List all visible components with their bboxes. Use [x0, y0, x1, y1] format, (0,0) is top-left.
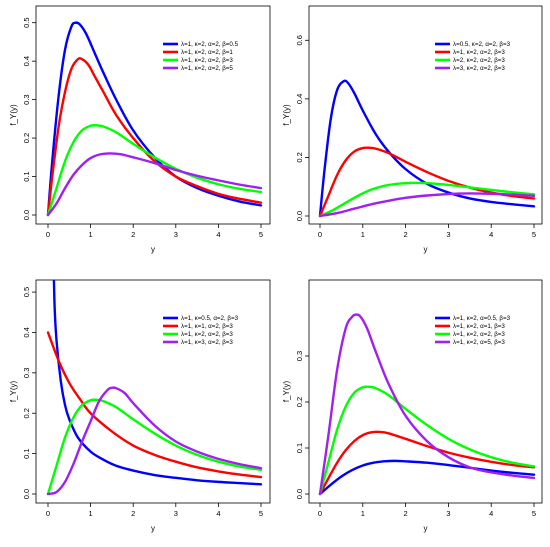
y-tick-label: 0.2 — [22, 408, 31, 418]
legend-label: λ=1, κ=3, α=2, β=3 — [181, 339, 233, 346]
series-line-2 — [318, 146, 536, 218]
plot-frame — [35, 279, 271, 504]
x-tick-label: 0 — [46, 230, 50, 239]
y-tick-label: 0.4 — [22, 327, 31, 337]
y-tick-label: 0.0 — [22, 489, 31, 499]
plot-frame — [35, 5, 271, 225]
legend-label: λ=2, κ=2, α=2, β=3 — [453, 57, 505, 64]
x-tick-label: 5 — [532, 509, 536, 518]
y-tick-label: 0.4 — [295, 94, 304, 104]
x-tick-label: 4 — [489, 230, 493, 239]
legend-label: λ=1, κ=2, α=2, β=5 — [181, 65, 233, 72]
x-tick-label: 3 — [446, 509, 450, 518]
x-tick-label: 0 — [318, 230, 322, 239]
x-tick-label: 0 — [46, 509, 50, 518]
series-line-4 — [318, 313, 536, 496]
series-line-4 — [46, 386, 263, 496]
plot-frame — [308, 279, 543, 504]
legend-label: λ=1, κ=2, α=2, β=0.5 — [181, 41, 239, 48]
series-line-1 — [318, 79, 536, 218]
series-line-4 — [46, 152, 263, 217]
y-tick-label: 0.1 — [22, 171, 31, 181]
panel-3: 0 1 2 3 4 5 y 0.0 0.1 0.2 0.3 0.4 0.5 f_Y(y) λ=1, κ=0.… — [9, 279, 271, 533]
y-tick-label: 0.2 — [295, 397, 304, 407]
x-tick-label: 1 — [361, 509, 365, 518]
legend-label: λ=1, κ=2, α=2, β=1 — [181, 49, 233, 56]
legend-label: λ=1, κ=2, α=1, β=3 — [453, 323, 505, 330]
y-tick-label: 0.5 — [22, 287, 31, 297]
x-tick-label: 5 — [259, 230, 263, 239]
legend-label: λ=1, κ=1, α=2, β=3 — [181, 323, 233, 330]
legend-label: λ=1, κ=2, α=2, β=3 — [181, 331, 233, 338]
x-tick-label: 4 — [489, 509, 493, 518]
x-axis-title: y — [151, 524, 155, 533]
plot-frame — [308, 5, 543, 225]
x-tick-label: 4 — [216, 509, 220, 518]
legend: λ=1, κ=2, α=2, β=0.5λ=1, κ=2, α=2, β=1λ=… — [163, 41, 239, 72]
legend-label: λ=1, κ=2, α=5, β=3 — [453, 339, 505, 346]
x-axis-title: y — [424, 245, 428, 254]
series-line-3 — [46, 398, 263, 496]
y-tick-label: 0.2 — [22, 133, 31, 143]
x-axis-title: y — [151, 245, 155, 254]
x-tick-label: 2 — [131, 230, 135, 239]
legend: λ=0.5, κ=2, α=2, β=3λ=1, κ=2, α=2, β=3λ=… — [435, 41, 511, 72]
panel-4: 0 1 2 3 4 5 y 0.0 0.1 0.2 0.3 f_Y(y) λ=1, κ=2, α=0.5… — [282, 279, 543, 533]
y-axis-title: f_Y(y) — [282, 381, 291, 403]
x-tick-label: 5 — [532, 230, 536, 239]
y-tick-label: 0.5 — [22, 17, 31, 27]
y-axis-title: f_Y(y) — [9, 104, 18, 126]
legend: λ=1, κ=2, α=0.5, β=3λ=1, κ=2, α=1, β=3λ=… — [435, 315, 511, 346]
y-tick-label: 0.1 — [295, 443, 304, 453]
y-tick-label: 0.3 — [22, 94, 31, 104]
legend-label: λ=0.5, κ=2, α=2, β=3 — [453, 41, 511, 48]
y-axis-title: f_Y(y) — [9, 381, 18, 403]
y-tick-label: 0.0 — [295, 489, 304, 499]
y-tick-label: 0.0 — [295, 211, 304, 221]
y-tick-label: 0.6 — [295, 35, 304, 45]
x-tick-label: 5 — [259, 509, 263, 518]
x-tick-label: 3 — [174, 230, 178, 239]
series-line-1 — [318, 459, 536, 496]
y-tick-label: 0.3 — [295, 351, 304, 361]
x-tick-label: 0 — [318, 509, 322, 518]
series-line-3 — [318, 385, 536, 496]
y-tick-label: 0.2 — [295, 152, 304, 162]
legend-label: λ=1, κ=2, α=0.5, β=3 — [453, 315, 511, 322]
legend-label: λ=1, κ=2, α=2, β=3 — [453, 49, 505, 56]
y-tick-label: 0.4 — [22, 56, 31, 66]
x-tick-label: 3 — [446, 230, 450, 239]
series-line-3 — [46, 124, 263, 217]
y-tick-label: 0.3 — [22, 368, 31, 378]
panel-1: 0 1 2 3 4 5 y 0.0 0.1 0.2 0.3 0.4 0.5 f_Y(y) λ=1, κ=2,… — [9, 5, 271, 254]
series-line-2 — [46, 57, 263, 217]
x-tick-label: 1 — [361, 230, 365, 239]
x-tick-label: 4 — [216, 230, 220, 239]
y-tick-label: 0.1 — [22, 448, 31, 458]
legend-label: λ=1, κ=0.5, α=2, β=3 — [181, 315, 239, 322]
panel-2: 0 1 2 3 4 5 y 0.0 0.2 0.4 0.6 f_Y(y) λ=0.5, κ=2, α=2… — [282, 5, 543, 254]
series-line-2 — [318, 430, 536, 496]
x-tick-label: 2 — [131, 509, 135, 518]
x-tick-label: 2 — [404, 230, 408, 239]
x-tick-label: 3 — [174, 509, 178, 518]
legend-label: λ=3, κ=2, α=2, β=3 — [453, 65, 505, 72]
series-line-3 — [318, 181, 536, 218]
y-axis-title: f_Y(y) — [282, 104, 291, 126]
y-tick-label: 0.0 — [22, 210, 31, 220]
series-line-1 — [46, 21, 263, 217]
x-tick-label: 1 — [89, 230, 93, 239]
legend: λ=1, κ=0.5, α=2, β=3λ=1, κ=1, α=2, β=3λ=… — [163, 315, 239, 346]
legend-label: λ=1, κ=2, α=2, β=3 — [181, 57, 233, 64]
x-tick-label: 2 — [404, 509, 408, 518]
series-line-4 — [318, 192, 536, 218]
x-tick-label: 1 — [89, 509, 93, 518]
x-axis-title: y — [424, 524, 428, 533]
series-line-2 — [46, 331, 263, 479]
legend-label: λ=1, κ=2, α=2, β=3 — [453, 331, 505, 338]
